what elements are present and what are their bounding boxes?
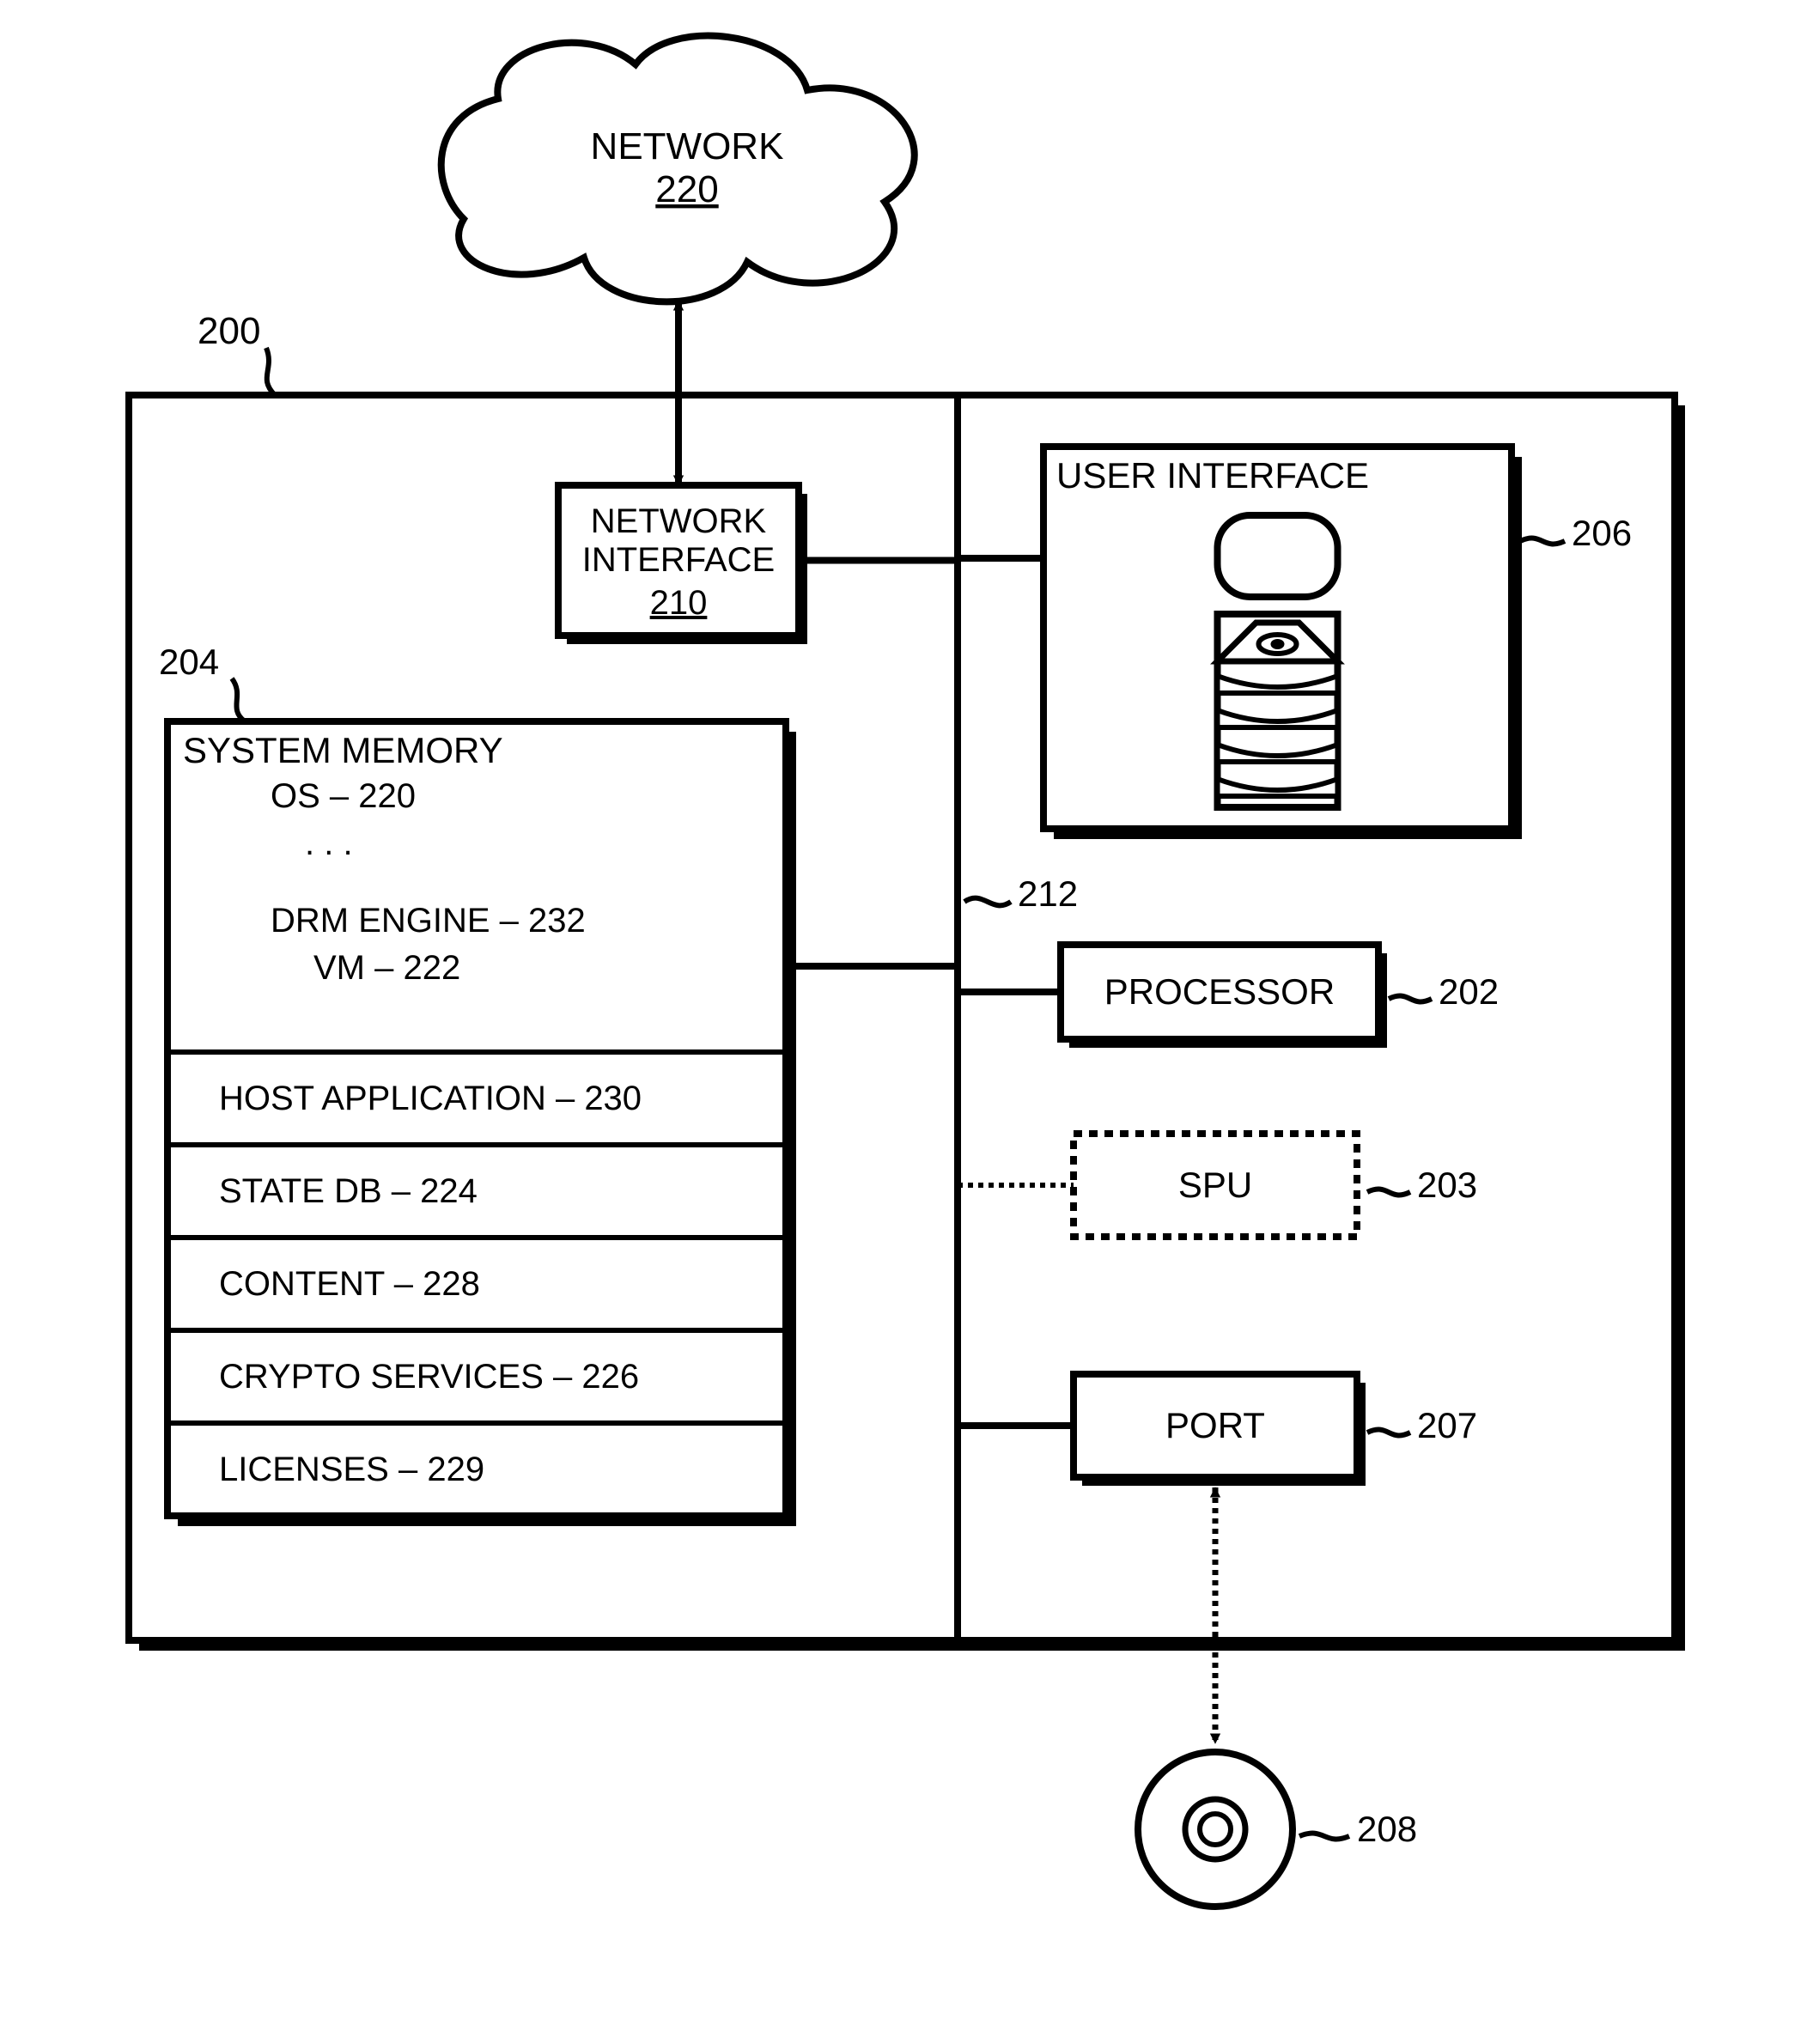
system-memory-row: STATE DB – 224 xyxy=(219,1172,478,1210)
network-interface-label2: INTERFACE xyxy=(582,541,775,579)
user-interface-number: 206 xyxy=(1572,513,1632,553)
system-memory-top-item: . . . xyxy=(305,824,353,862)
processor-number: 202 xyxy=(1439,971,1499,1012)
processor-label: PROCESSOR xyxy=(1104,971,1335,1012)
system-memory-row: CONTENT – 228 xyxy=(219,1265,480,1303)
system-memory-number: 204 xyxy=(159,642,219,682)
spu-label: SPU xyxy=(1178,1165,1252,1205)
network-cloud-label: NETWORK xyxy=(591,125,784,167)
system-memory-top-item: DRM ENGINE – 232 xyxy=(271,902,586,940)
system-memory-title: SYSTEM MEMORY xyxy=(183,730,503,770)
network-interface-number: 210 xyxy=(650,584,708,622)
network-cloud-number: 220 xyxy=(655,168,718,210)
bus-line-number: 212 xyxy=(1018,873,1078,914)
user-interface-label: USER INTERFACE xyxy=(1056,455,1369,496)
disc-number: 208 xyxy=(1357,1809,1417,1849)
ui-screen-icon xyxy=(1218,515,1338,597)
system-memory-row: LICENSES – 229 xyxy=(219,1451,484,1488)
system-memory-row: CRYPTO SERVICES – 226 xyxy=(219,1358,639,1396)
network-interface-label1: NETWORK xyxy=(591,502,767,540)
spu-number: 203 xyxy=(1417,1165,1477,1205)
port-label: PORT xyxy=(1165,1405,1265,1445)
system-memory-top-item: VM – 222 xyxy=(313,949,460,987)
system-memory-top-item: OS – 220 xyxy=(271,777,416,815)
outer-box-number: 200 xyxy=(198,310,260,352)
system-memory-row: HOST APPLICATION – 230 xyxy=(219,1080,642,1117)
port-number: 207 xyxy=(1417,1405,1477,1445)
